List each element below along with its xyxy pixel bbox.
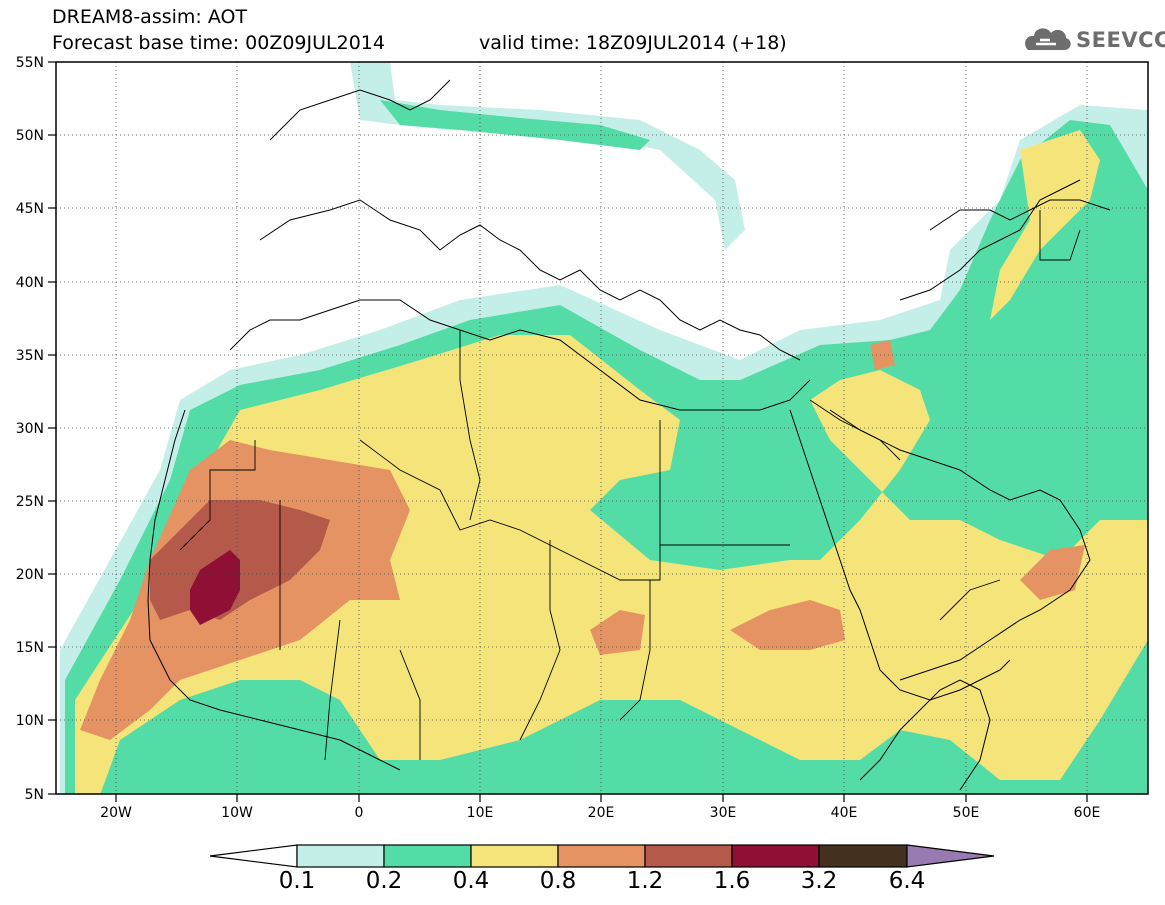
lat-label: 35N <box>16 348 44 364</box>
country-borders <box>179 210 1081 761</box>
colorbar-label: 0.1 <box>278 868 316 894</box>
colorbar-segment <box>557 844 646 868</box>
lon-label: 10W <box>221 805 253 821</box>
colorbar-segment <box>383 844 472 868</box>
colorbar-label: 0.2 <box>365 868 403 894</box>
aot-contour-0.4 <box>75 335 1148 794</box>
colorbar-segment <box>296 844 385 868</box>
lat-labels: 55N 50N 45N 40N 35N 30N 25N 20N 15N 10N … <box>16 55 44 803</box>
cloud-icon <box>1025 28 1071 50</box>
colorbar-label: 3.2 <box>800 868 838 894</box>
lon-label: 20E <box>588 805 615 821</box>
colorbar-segment <box>644 844 733 868</box>
colorbar-segment <box>906 844 995 868</box>
aot-contour-0.4-east <box>990 130 1100 320</box>
colorbar-label: 1.2 <box>626 868 664 894</box>
lat-label: 15N <box>16 640 44 656</box>
aot-contour-0.8-red-sea <box>730 600 845 650</box>
lat-label: 45N <box>16 201 44 217</box>
axis-ticks <box>48 61 1088 802</box>
colorbar-label: 6.4 <box>888 868 926 894</box>
aot-contour-0.2-north <box>380 100 650 150</box>
aot-contour-0.8-east <box>1020 545 1085 600</box>
lat-label: 50N <box>16 128 44 144</box>
aot-contour-0.1-north <box>350 62 745 250</box>
valid-time: valid time: 18Z09JUL2014 (+18) <box>479 32 787 54</box>
colorbar-label: 1.6 <box>713 868 751 894</box>
seevccc-logo: SEEVCCC <box>1018 24 1165 58</box>
lon-labels: 20W 10W 0 10E 20E 30E 40E 50E 60E <box>100 805 1100 821</box>
colorbar-segment <box>818 844 908 868</box>
lat-label: 40N <box>16 275 44 291</box>
lat-label: 10N <box>16 713 44 729</box>
lat-label: 30N <box>16 421 44 437</box>
colorbar-segment <box>209 844 298 868</box>
lat-label: 5N <box>25 787 44 803</box>
colorbar-segment <box>731 844 820 868</box>
lon-label: 20W <box>100 805 132 821</box>
title-line-2: Forecast base time: 00Z09JUL2014 valid t… <box>52 32 787 98</box>
lat-label: 25N <box>16 494 44 510</box>
lon-label: 40E <box>831 805 858 821</box>
lat-label: 20N <box>16 567 44 583</box>
aot-contour-0.8-chad <box>590 610 645 655</box>
aot-contour-1.6 <box>190 550 240 625</box>
lon-label: 60E <box>1074 805 1101 821</box>
coastlines <box>147 79 1111 791</box>
colorbar-segment <box>470 844 559 868</box>
logo-text: SEEVCCC <box>1076 28 1165 52</box>
lon-label: 10E <box>467 805 494 821</box>
colorbar-label: 0.4 <box>452 868 490 894</box>
colorbar <box>209 844 995 868</box>
aot-contour-0.8-iraq <box>870 340 895 370</box>
lat-label: 55N <box>16 55 44 71</box>
title-line-1: DREAM8-assim: AOT <box>52 6 248 28</box>
lon-label: 30E <box>710 805 737 821</box>
lon-label: 50E <box>953 805 980 821</box>
aot-field <box>60 62 1148 794</box>
colorbar-label: 0.8 <box>539 868 577 894</box>
forecast-base-time: Forecast base time: 00Z09JUL2014 <box>52 32 385 54</box>
lon-label: 0 <box>355 805 364 821</box>
